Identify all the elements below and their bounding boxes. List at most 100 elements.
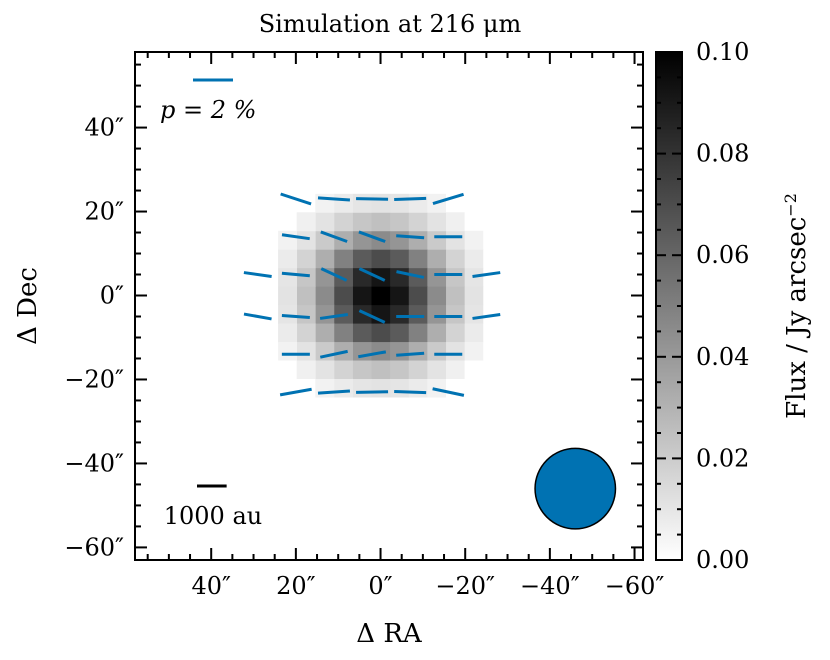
heatmap-cell	[296, 230, 316, 250]
colorbar-tick-label: 0.04	[696, 343, 749, 371]
heatmap-cell	[296, 323, 316, 343]
heatmap-cell	[389, 193, 409, 213]
polarization-vector	[317, 389, 351, 395]
heatmap-cell	[408, 193, 428, 213]
x-tick-labels: 40″ 20″ 0″ −20″ −40″ −60″	[191, 572, 664, 600]
heatmap-cell	[408, 323, 428, 343]
polarization-vector	[472, 271, 501, 278]
heatmap-cell	[445, 286, 465, 306]
y-axis-title: Δ Dec	[13, 267, 43, 345]
heatmap-cell	[427, 304, 447, 324]
heatmap-cell	[278, 249, 298, 269]
colorbar: 0.00 0.02 0.04 0.06 0.08 0.10 Flux / Jy arcse…	[655, 38, 812, 574]
heatmap-cell	[389, 378, 409, 398]
heatmap-cell	[333, 286, 353, 306]
heatmap-cell	[352, 304, 372, 324]
heatmap-cell	[333, 323, 353, 343]
heatmap-cell	[389, 323, 409, 343]
heatmap-cell	[427, 341, 447, 361]
heatmap-cell	[427, 212, 447, 232]
heatmap-cell	[408, 378, 428, 398]
polarization-vector	[432, 192, 465, 206]
heatmap-cell	[445, 267, 465, 287]
y-tick-label: −20″	[64, 365, 124, 393]
heatmap-cell	[445, 304, 465, 324]
heatmap-cell	[278, 267, 298, 287]
heatmap-cell	[427, 323, 447, 343]
colorbar-tick-label: 0.08	[696, 140, 749, 168]
polarization-vectors	[243, 192, 501, 397]
polarization-vector	[396, 234, 425, 240]
heatmap-cell	[445, 341, 465, 361]
heatmap-cell	[371, 212, 391, 232]
colorbar-tick-label: 0.00	[696, 546, 749, 574]
heatmap-cell	[352, 286, 372, 306]
heatmap-cell	[427, 267, 447, 287]
heatmap-cell	[315, 360, 335, 380]
polarization-vector	[317, 196, 351, 202]
polarization-vector	[243, 271, 272, 278]
heatmap-cell	[427, 286, 447, 306]
x-tick-label: −20″	[435, 572, 495, 600]
heatmap-cell	[389, 341, 409, 361]
heatmap-cell	[371, 378, 391, 398]
y-tick-label: 0″	[100, 282, 124, 310]
heatmap-cell	[427, 360, 447, 380]
heatmap-cell	[352, 378, 372, 398]
polarization-vector	[358, 309, 386, 324]
heatmap-cell	[408, 249, 428, 269]
x-tick-label: −40″	[520, 572, 580, 600]
heatmap-cell	[408, 304, 428, 324]
heatmap-cell	[389, 212, 409, 232]
polarization-vector	[319, 313, 349, 320]
heatmap-cell	[333, 212, 353, 232]
polarization-vector	[320, 267, 348, 282]
heatmap-cell	[427, 230, 447, 250]
heatmap-cell	[352, 212, 372, 232]
heatmap-cell	[464, 230, 484, 250]
polarization-vector	[358, 350, 387, 359]
heatmap-cell	[464, 304, 484, 324]
heatmap-cell	[352, 360, 372, 380]
y-tick-label: 20″	[84, 198, 124, 226]
heatmap-cell	[278, 323, 298, 343]
heatmap-cell	[445, 212, 465, 232]
heatmap-cell	[389, 304, 409, 324]
heatmap-cell	[278, 230, 298, 250]
polarization-vector	[394, 196, 427, 201]
x-tick-label: 0″	[368, 572, 392, 600]
colorbar-ticks: 0.00 0.02 0.04 0.06 0.08 0.10	[656, 38, 749, 574]
x-tick-label: 20″	[276, 572, 316, 600]
colorbar-tick-label: 0.10	[696, 38, 749, 66]
heatmap-cell	[315, 212, 335, 232]
heatmap-cell	[408, 341, 428, 361]
polarization-vector	[281, 233, 310, 241]
heatmap-cell	[278, 286, 298, 306]
polarization-vector	[279, 387, 312, 397]
beam-ellipse	[534, 447, 617, 530]
heatmap-cell	[371, 249, 391, 269]
heatmap-cell	[333, 378, 353, 398]
plot-area: p = 2 % 1000 au	[134, 51, 644, 561]
axis-ticks	[135, 52, 643, 560]
polarization-vector	[356, 390, 389, 394]
heatmap-cell	[464, 249, 484, 269]
heatmap-cell	[445, 249, 465, 269]
heatmap-cell	[315, 286, 335, 306]
heatmap-cell	[464, 323, 484, 343]
heatmap-cell	[296, 267, 316, 287]
heatmap-cell	[352, 193, 372, 213]
y-tick-label: −60″	[64, 533, 124, 561]
heatmap-cell	[352, 341, 372, 361]
heatmap-cell	[371, 323, 391, 343]
y-tick-labels: 40″ 20″ 0″ −20″ −40″ −60″	[64, 114, 124, 562]
heatmap-cell	[352, 249, 372, 269]
polarization-vector	[281, 271, 310, 278]
polarization-vector	[396, 351, 425, 357]
polarization-vector	[356, 197, 389, 201]
polarization-vector	[319, 349, 348, 359]
heatmap-cell	[389, 267, 409, 287]
heatmap-cell	[408, 230, 428, 250]
polarization-vector	[358, 267, 386, 282]
polarization-vector	[394, 390, 427, 395]
